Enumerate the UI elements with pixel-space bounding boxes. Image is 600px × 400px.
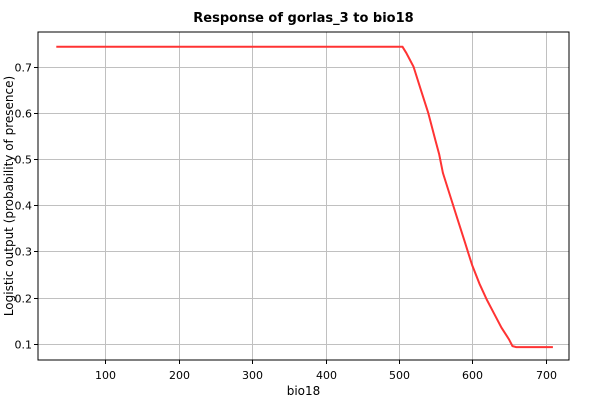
x-tick-label: 500 xyxy=(389,369,410,382)
x-tick-label: 600 xyxy=(462,369,483,382)
x-tick-label: 400 xyxy=(316,369,337,382)
x-tick-label: 300 xyxy=(242,369,263,382)
x-tick-label: 100 xyxy=(95,369,116,382)
y-axis-label: Logistic output (probability of presence… xyxy=(2,76,16,316)
plot-frame xyxy=(37,31,570,361)
grid-lines xyxy=(38,32,569,360)
y-tick-label: 0.5 xyxy=(15,154,33,167)
x-axis-label: bio18 xyxy=(287,384,321,398)
series-layer xyxy=(56,45,553,349)
y-tick-label: 0.1 xyxy=(15,339,33,352)
response-curve xyxy=(56,45,553,349)
y-tick-label: 0.7 xyxy=(15,62,33,75)
chart-title: Response of gorlas_3 to bio18 xyxy=(193,11,413,26)
y-tick-label: 0.6 xyxy=(15,108,33,121)
y-tick-label: 0.4 xyxy=(15,200,33,213)
axis-ticks: 100 200 300 400 500 600 700 0.1 0.2 0.3 0.4 0.5 0.6 0… xyxy=(15,62,558,383)
y-tick-label: 0.3 xyxy=(15,246,33,259)
x-tick-label: 700 xyxy=(536,369,557,382)
x-tick-label: 200 xyxy=(169,369,190,382)
y-tick-label: 0.2 xyxy=(15,293,33,306)
